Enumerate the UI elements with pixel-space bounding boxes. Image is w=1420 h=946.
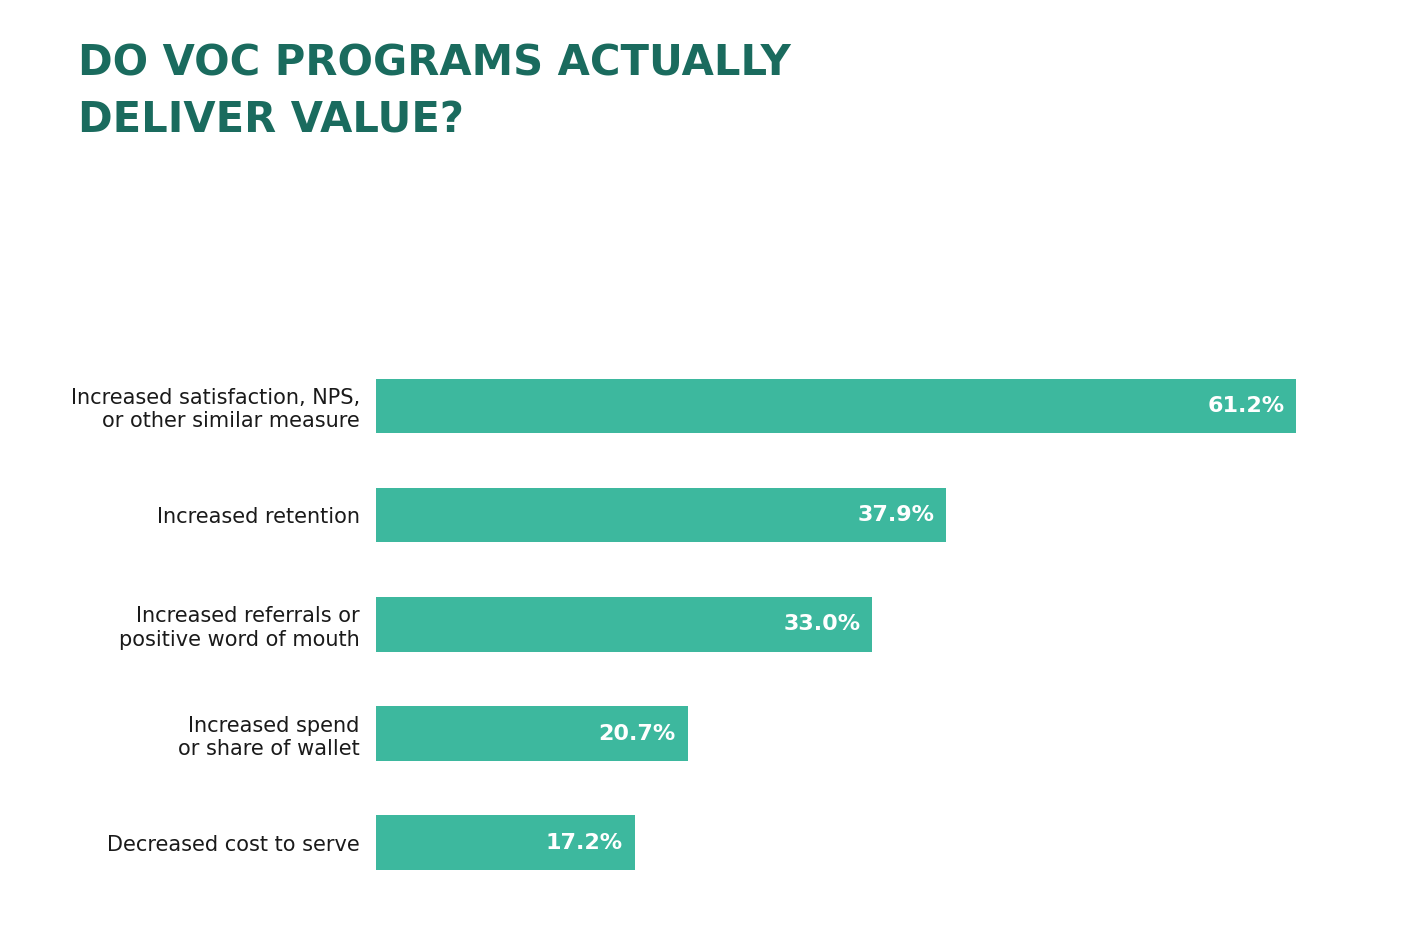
Text: 61.2%: 61.2%: [1207, 396, 1285, 416]
Text: 37.9%: 37.9%: [858, 505, 934, 525]
Bar: [376, 815, 635, 870]
Text: DO VOC PROGRAMS ACTUALLY: DO VOC PROGRAMS ACTUALLY: [78, 43, 791, 84]
Text: 33.0%: 33.0%: [784, 614, 861, 635]
Text: DELIVER VALUE?: DELIVER VALUE?: [78, 99, 464, 141]
Bar: [376, 488, 946, 542]
Text: 17.2%: 17.2%: [545, 832, 623, 852]
Text: 20.7%: 20.7%: [598, 724, 676, 744]
Bar: [376, 378, 1296, 433]
Bar: [376, 597, 872, 652]
Bar: [376, 707, 687, 761]
